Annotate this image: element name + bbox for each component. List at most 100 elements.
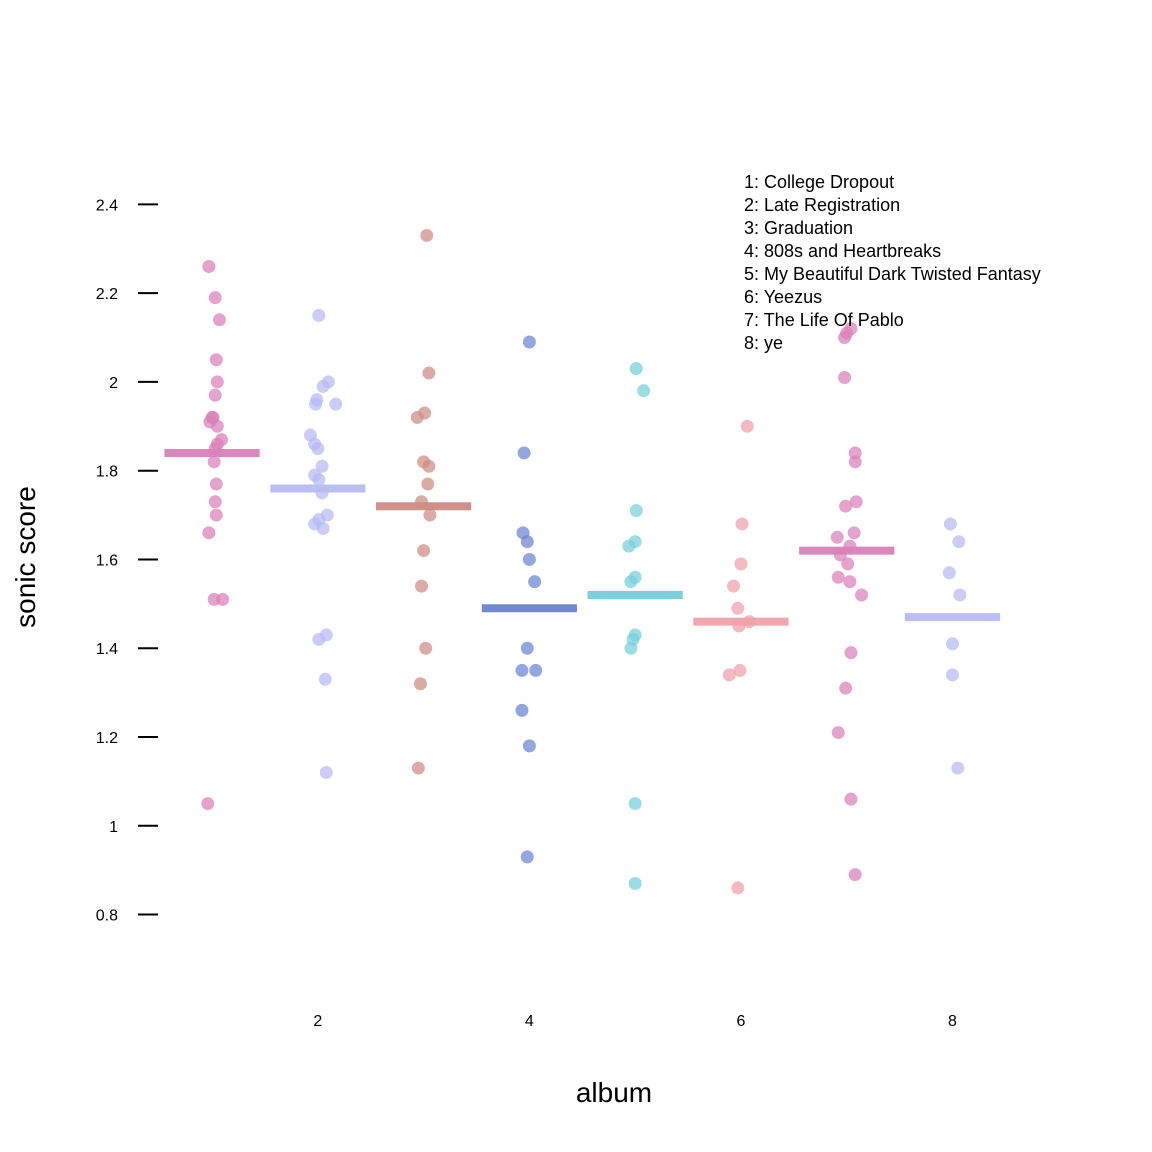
data-point: [520, 850, 534, 864]
data-point: [722, 668, 736, 682]
data-point: [943, 517, 957, 531]
x-tick-label: 6: [736, 1013, 745, 1030]
data-point: [838, 331, 852, 345]
x-tick-label: 2: [313, 1013, 322, 1030]
data-point: [417, 544, 431, 558]
data-point: [319, 766, 333, 780]
data-point: [423, 508, 437, 522]
data-point: [945, 637, 959, 651]
data-point: [838, 370, 852, 384]
data-point: [208, 495, 222, 509]
data-point: [515, 703, 529, 717]
data-point: [209, 508, 223, 522]
x-axis: 2 4 6 8: [313, 1013, 957, 1030]
data-point: [309, 397, 323, 411]
data-point: [841, 557, 855, 571]
data-point: [731, 881, 745, 895]
data-point: [520, 535, 534, 549]
data-point: [951, 761, 965, 775]
data-point: [520, 641, 534, 655]
data-point: [515, 663, 529, 677]
data-point: [209, 477, 223, 491]
data-point: [210, 419, 224, 433]
data-point: [731, 601, 745, 615]
data-point: [318, 672, 332, 686]
data-point: [529, 663, 543, 677]
legend-entry: 5: My Beautiful Dark Twisted Fantasy: [744, 264, 1041, 284]
data-point: [843, 575, 857, 589]
data-point: [844, 646, 858, 660]
x-axis-title: album: [576, 1077, 652, 1108]
data-point: [209, 353, 223, 367]
data-point: [734, 557, 748, 571]
data-point: [312, 473, 326, 487]
data-point: [422, 459, 436, 473]
data-point: [942, 566, 956, 580]
y-tick-label: 1.2: [96, 730, 118, 747]
data-point: [413, 677, 427, 691]
data-point: [522, 335, 536, 349]
data-point: [622, 539, 636, 553]
data-point: [201, 797, 215, 811]
data-point: [637, 384, 651, 398]
data-point: [315, 459, 329, 473]
data-point: [411, 761, 425, 775]
data-point: [733, 663, 747, 677]
legend-entry: 7: The Life Of Pablo: [744, 310, 904, 330]
legend-entry: 4: 808s and Heartbreaks: [744, 241, 941, 261]
data-point: [624, 641, 638, 655]
data-point: [848, 455, 862, 469]
data-point: [421, 477, 435, 491]
data-point: [312, 632, 326, 646]
data-point: [522, 739, 536, 753]
y-axis: 0.8 1 1.2 1.4 1.6 1.8 2 2.2 2.4: [96, 197, 158, 925]
data-point: [311, 442, 325, 456]
data-point: [316, 379, 330, 393]
data-point: [628, 797, 642, 811]
data-point: [628, 876, 642, 890]
data-point: [517, 446, 531, 460]
data-point: [312, 308, 326, 322]
data-point: [316, 521, 330, 535]
x-tick-label: 8: [948, 1013, 957, 1030]
data-point: [855, 588, 869, 602]
data-point: [422, 366, 436, 380]
data-point: [952, 535, 966, 549]
y-tick-label: 1.6: [96, 552, 118, 569]
legend-entry: 6: Yeezus: [744, 287, 822, 307]
y-tick-label: 1.8: [96, 464, 118, 481]
data-point: [419, 641, 433, 655]
data-point: [740, 419, 754, 433]
data-point: [208, 291, 222, 305]
data-point: [839, 681, 853, 695]
y-tick-label: 0.8: [96, 908, 118, 925]
data-point: [629, 362, 643, 376]
data-point: [847, 526, 861, 540]
data-point: [945, 668, 959, 682]
data-point: [207, 455, 221, 469]
y-tick-label: 2.4: [96, 197, 118, 214]
data-point: [528, 575, 542, 589]
data-point: [830, 530, 844, 544]
data-point: [212, 313, 226, 327]
y-tick-label: 2.2: [96, 286, 118, 303]
data-point: [410, 410, 424, 424]
legend-entry: 2: Late Registration: [744, 195, 900, 215]
legend-entry: 8: ye: [744, 333, 783, 353]
data-point: [624, 575, 638, 589]
mean-lines: [164, 448, 1001, 626]
y-tick-label: 2: [109, 375, 118, 392]
data-point: [849, 495, 863, 509]
data-point: [629, 504, 643, 518]
data-point: [522, 552, 536, 566]
data-point: [735, 517, 749, 531]
data-point: [216, 592, 230, 606]
data-point: [202, 260, 216, 274]
legend-entry: 3: Graduation: [744, 218, 853, 238]
data-point: [848, 868, 862, 882]
data-point: [202, 526, 216, 540]
data-point: [831, 570, 845, 584]
data-point: [839, 499, 853, 513]
